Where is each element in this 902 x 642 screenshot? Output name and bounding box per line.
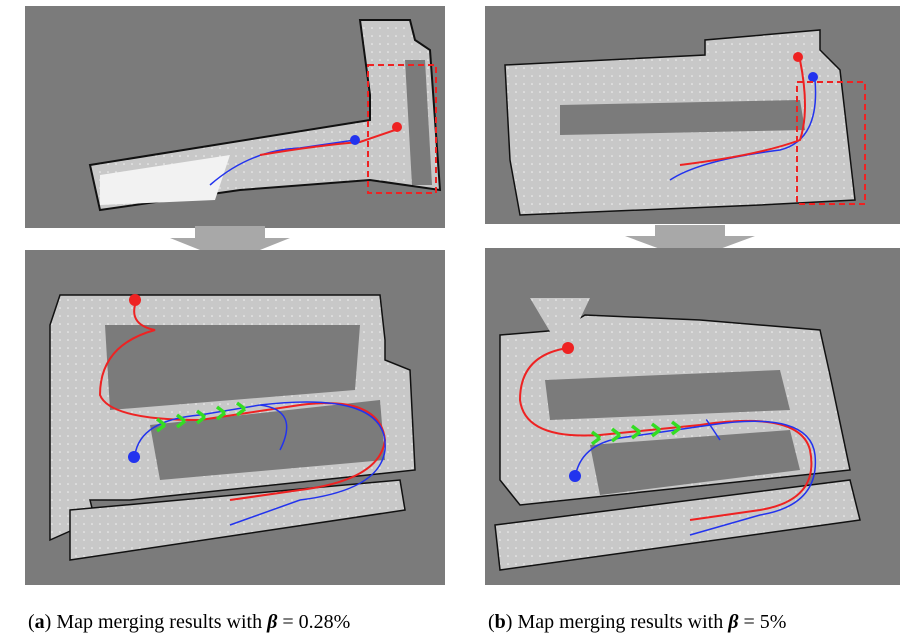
caption-a: (a) Map merging results with β = 0.28% — [28, 611, 350, 633]
map-a-before — [25, 6, 445, 228]
symbol: β — [727, 611, 739, 633]
symbol: β — [266, 611, 278, 633]
caption-text: Map merging results with — [51, 611, 267, 633]
caption-b: (b) Map merging results with β = 5% — [488, 611, 786, 633]
label: b — [495, 611, 506, 633]
paren: ) — [45, 611, 52, 633]
map-b-before — [485, 6, 900, 224]
map-b-after — [485, 248, 900, 585]
label: a — [35, 611, 45, 633]
map-a-after — [25, 250, 445, 585]
page: {"captions": [ {"open": "(", "label": "a… — [0, 0, 902, 642]
figure: (a) Map merging results with β = 0.28% (… — [0, 0, 902, 642]
caption-value: = 5% — [738, 611, 786, 633]
caption-value: = 0.28% — [277, 611, 350, 633]
caption-text: Map merging results with — [512, 611, 728, 633]
paren: ) — [506, 611, 513, 633]
